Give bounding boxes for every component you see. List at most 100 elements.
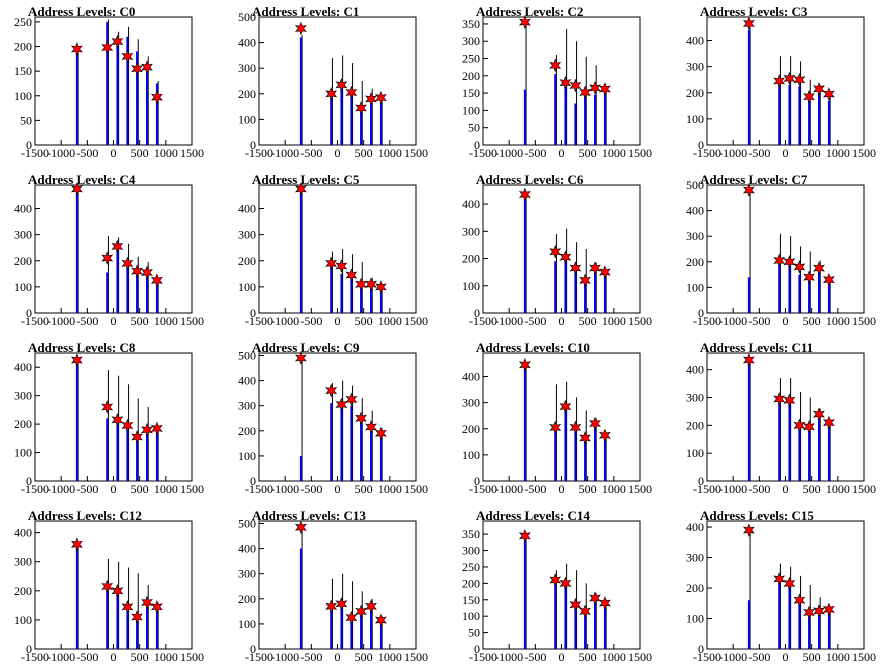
chart-svg: 0 100 200 300 400 -1500-1000 -500 0 500 1000 1500 bbox=[14, 182, 204, 328]
x-tick-label: 500 bbox=[131, 650, 149, 664]
peak-marker bbox=[374, 280, 387, 294]
chart-panel: 0 100 200 300 400 -1500 -1000 -500 0 500 1000 1500 A… bbox=[672, 504, 896, 672]
peak-marker bbox=[141, 595, 153, 610]
y-tick-label: 400 bbox=[238, 36, 256, 50]
y-tick-label: 300 bbox=[686, 60, 704, 74]
peak-marker bbox=[355, 411, 367, 426]
x-tick-label: 1000 bbox=[154, 482, 178, 496]
peak-marker bbox=[518, 528, 531, 543]
x-tick-label: 1500 bbox=[628, 482, 652, 496]
peak-marker bbox=[559, 576, 572, 591]
y-tick-label: 0 bbox=[698, 306, 704, 320]
chart-title: Address Levels: C7 bbox=[700, 172, 808, 187]
plot-frame bbox=[258, 352, 417, 482]
x-tick-label: -500 bbox=[524, 650, 546, 664]
chart-panel: 0 100 200 300 400 500 -1500 -1000 -500 0 500 1000 15… bbox=[224, 336, 448, 504]
peak-marker bbox=[374, 90, 387, 105]
peak-marker bbox=[598, 428, 611, 443]
chart-svg: 0 100 200 300 400 -1500-1000 -500 0 500 1000 1500 bbox=[686, 352, 876, 496]
x-tick-label: 0 bbox=[335, 482, 341, 496]
x-tick-label: 0 bbox=[783, 146, 789, 160]
y-tick-label: 0 bbox=[474, 138, 480, 152]
x-tick-label: 500 bbox=[131, 482, 149, 496]
x-tick-label: -500 bbox=[524, 314, 546, 328]
chart-title: Address Levels: C11 bbox=[700, 340, 814, 355]
y-tick-label: 400 bbox=[238, 202, 256, 216]
peak-marker bbox=[101, 400, 114, 414]
x-tick-label: 1000 bbox=[378, 482, 402, 496]
x-tick-label: 0 bbox=[335, 146, 341, 160]
chart-svg: 0 50 100 150 200 250 300 350 -1500-1000 -500 0 500 1… bbox=[462, 15, 652, 160]
x-tick-label: -1000 bbox=[271, 146, 299, 160]
chart-svg: 0 100 200 300 400 -1500-1000 -500 0 500 1000 1500 bbox=[14, 352, 204, 496]
x-tick-label: -500 bbox=[300, 314, 322, 328]
plot-frame bbox=[706, 184, 865, 314]
y-tick-label: 50 bbox=[468, 121, 480, 135]
x-tick-label: 500 bbox=[355, 314, 373, 328]
chart-panel: 0 50 100 150 200 250 300 350 -1500 -1000 -500 0 500 1… bbox=[448, 0, 672, 168]
x-tick-label: -500 bbox=[76, 482, 98, 496]
chart-panel: 0 100 200 300 400 -1500 -1000 -500 0 500 1000 1500 A… bbox=[0, 336, 224, 504]
x-tick-label: -1000 bbox=[47, 482, 75, 496]
peak-marker bbox=[150, 90, 163, 105]
peak-marker bbox=[374, 426, 387, 441]
x-tick-label: -1000 bbox=[719, 146, 747, 160]
x-tick-label: -1500 bbox=[469, 146, 497, 160]
y-tick-label: 350 bbox=[462, 17, 480, 31]
peak-marker bbox=[549, 573, 562, 587]
peak-marker bbox=[325, 383, 338, 398]
x-tick-label: 1500 bbox=[852, 482, 876, 496]
peak-marker bbox=[579, 604, 591, 619]
x-tick-label: 500 bbox=[355, 650, 373, 664]
y-tick-label: 0 bbox=[250, 642, 256, 656]
peak-marker bbox=[70, 182, 83, 196]
y-tick-label: 300 bbox=[462, 34, 480, 48]
x-tick-label: -1000 bbox=[495, 314, 523, 328]
peak-marker bbox=[793, 72, 806, 87]
peak-marker bbox=[121, 418, 134, 433]
peak-marker bbox=[569, 420, 582, 435]
chart-svg: 0 100 200 300 400 -1500-1000 -500 0 500 1000 1500 bbox=[686, 16, 876, 160]
y-tick-label: 150 bbox=[14, 64, 32, 78]
y-tick-label: 400 bbox=[686, 520, 704, 534]
peak-marker bbox=[589, 81, 601, 95]
x-tick-label: 1000 bbox=[826, 146, 850, 160]
peak-marker bbox=[813, 604, 825, 618]
peak-marker bbox=[131, 61, 143, 76]
peak-marker bbox=[813, 407, 825, 422]
y-tick-label: 100 bbox=[686, 280, 704, 294]
x-tick-label: 0 bbox=[111, 146, 117, 160]
x-tick-label: -1500 bbox=[21, 314, 49, 328]
peak-marker bbox=[803, 89, 815, 104]
y-tick-label: 100 bbox=[462, 279, 480, 293]
peak-marker bbox=[822, 602, 835, 617]
peak-marker bbox=[345, 268, 358, 282]
chart-svg: 0 100 200 300 400 500 -1500-1000 -500 0 500 1000 15… bbox=[238, 349, 428, 496]
chart-title: Address Levels: C9 bbox=[252, 340, 360, 355]
x-tick-label: 0 bbox=[783, 314, 789, 328]
peak-marker bbox=[121, 49, 134, 64]
peak-marker bbox=[70, 42, 83, 56]
y-tick-label: 400 bbox=[238, 374, 256, 388]
peak-marker bbox=[822, 272, 835, 287]
peak-marker bbox=[518, 187, 531, 202]
peak-marker bbox=[783, 254, 796, 269]
peak-marker bbox=[365, 599, 377, 614]
peak-marker bbox=[131, 430, 143, 444]
x-tick-label: -1000 bbox=[495, 482, 523, 496]
y-tick-label: 400 bbox=[14, 526, 32, 540]
chart-title: Address Levels: C2 bbox=[476, 4, 584, 19]
x-tick-label: -1500 bbox=[21, 482, 49, 496]
peak-marker bbox=[773, 572, 786, 586]
y-tick-label: 0 bbox=[474, 474, 480, 488]
y-tick-label: 200 bbox=[238, 254, 256, 268]
x-tick-label: 1000 bbox=[602, 314, 626, 328]
chart-title: Address Levels: C1 bbox=[252, 4, 360, 19]
peak-marker bbox=[131, 610, 143, 624]
peak-marker bbox=[355, 277, 367, 292]
x-tick-label: 500 bbox=[131, 314, 149, 328]
y-tick-label: 200 bbox=[238, 87, 256, 101]
peak-marker bbox=[793, 260, 806, 274]
y-tick-label: 300 bbox=[462, 544, 480, 558]
y-tick-label: 100 bbox=[686, 446, 704, 460]
